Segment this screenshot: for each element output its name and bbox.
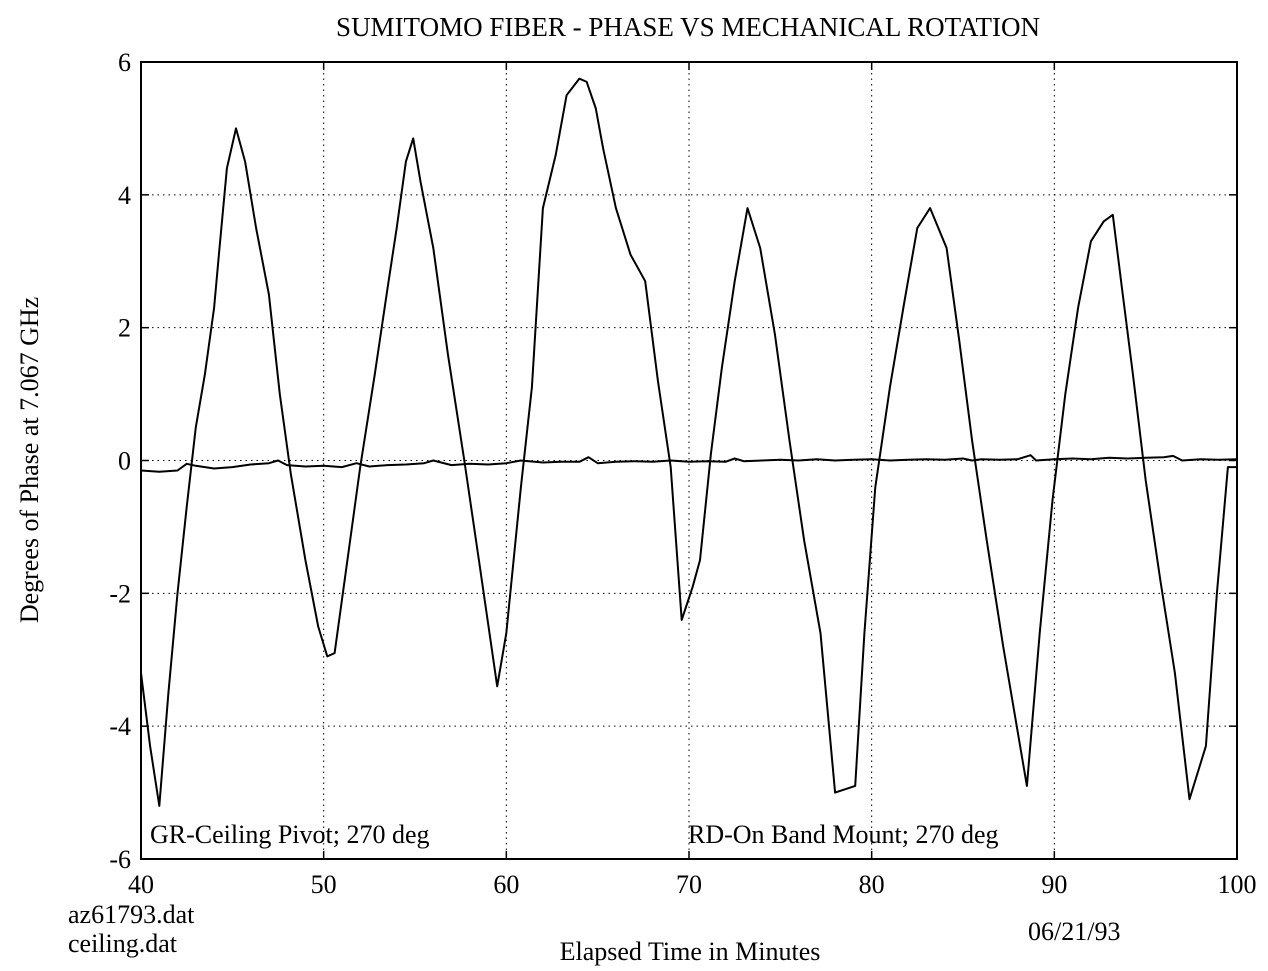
y-tick-label: 6 [118,48,131,77]
footer-date: 06/21/93 [1028,917,1120,946]
y-tick-label: -2 [109,579,131,608]
x-tick-label: 60 [493,870,519,899]
y-tick-label: -4 [109,712,131,741]
y-tick-label: 2 [118,314,131,343]
x-tick-label: 80 [859,870,885,899]
x-tick-label: 70 [676,870,702,899]
axis-ticks: 40 50 60 70 80 90 100 -6 -4 -2 0 2 4 6 [109,48,1256,899]
series-line-1 [140,77,1237,807]
series-line-2 [140,454,1238,473]
y-axis-label: Degrees of Phase at 7.067 GHz [15,297,44,623]
footer-file-2: ceiling.dat [68,929,178,958]
grid-lines [141,62,1237,859]
footer-file-1: az61793.dat [68,900,195,929]
x-tick-label: 90 [1041,870,1067,899]
x-tick-label: 50 [311,870,337,899]
chart-title: SUMITOMO FIBER - PHASE VS MECHANICAL ROT… [336,12,1040,42]
y-tick-label: -6 [109,845,131,874]
annotation-ceiling-pivot: GR-Ceiling Pivot; 270 deg [150,820,430,849]
y-tick-label: 0 [118,447,131,476]
x-tick-label: 40 [128,870,154,899]
annotation-band-mount: RD-On Band Mount; 270 deg [688,820,999,849]
x-axis-label: Elapsed Time in Minutes [560,937,821,966]
x-tick-label: 100 [1218,870,1257,899]
series-lines [140,77,1238,807]
y-tick-label: 4 [118,181,131,210]
